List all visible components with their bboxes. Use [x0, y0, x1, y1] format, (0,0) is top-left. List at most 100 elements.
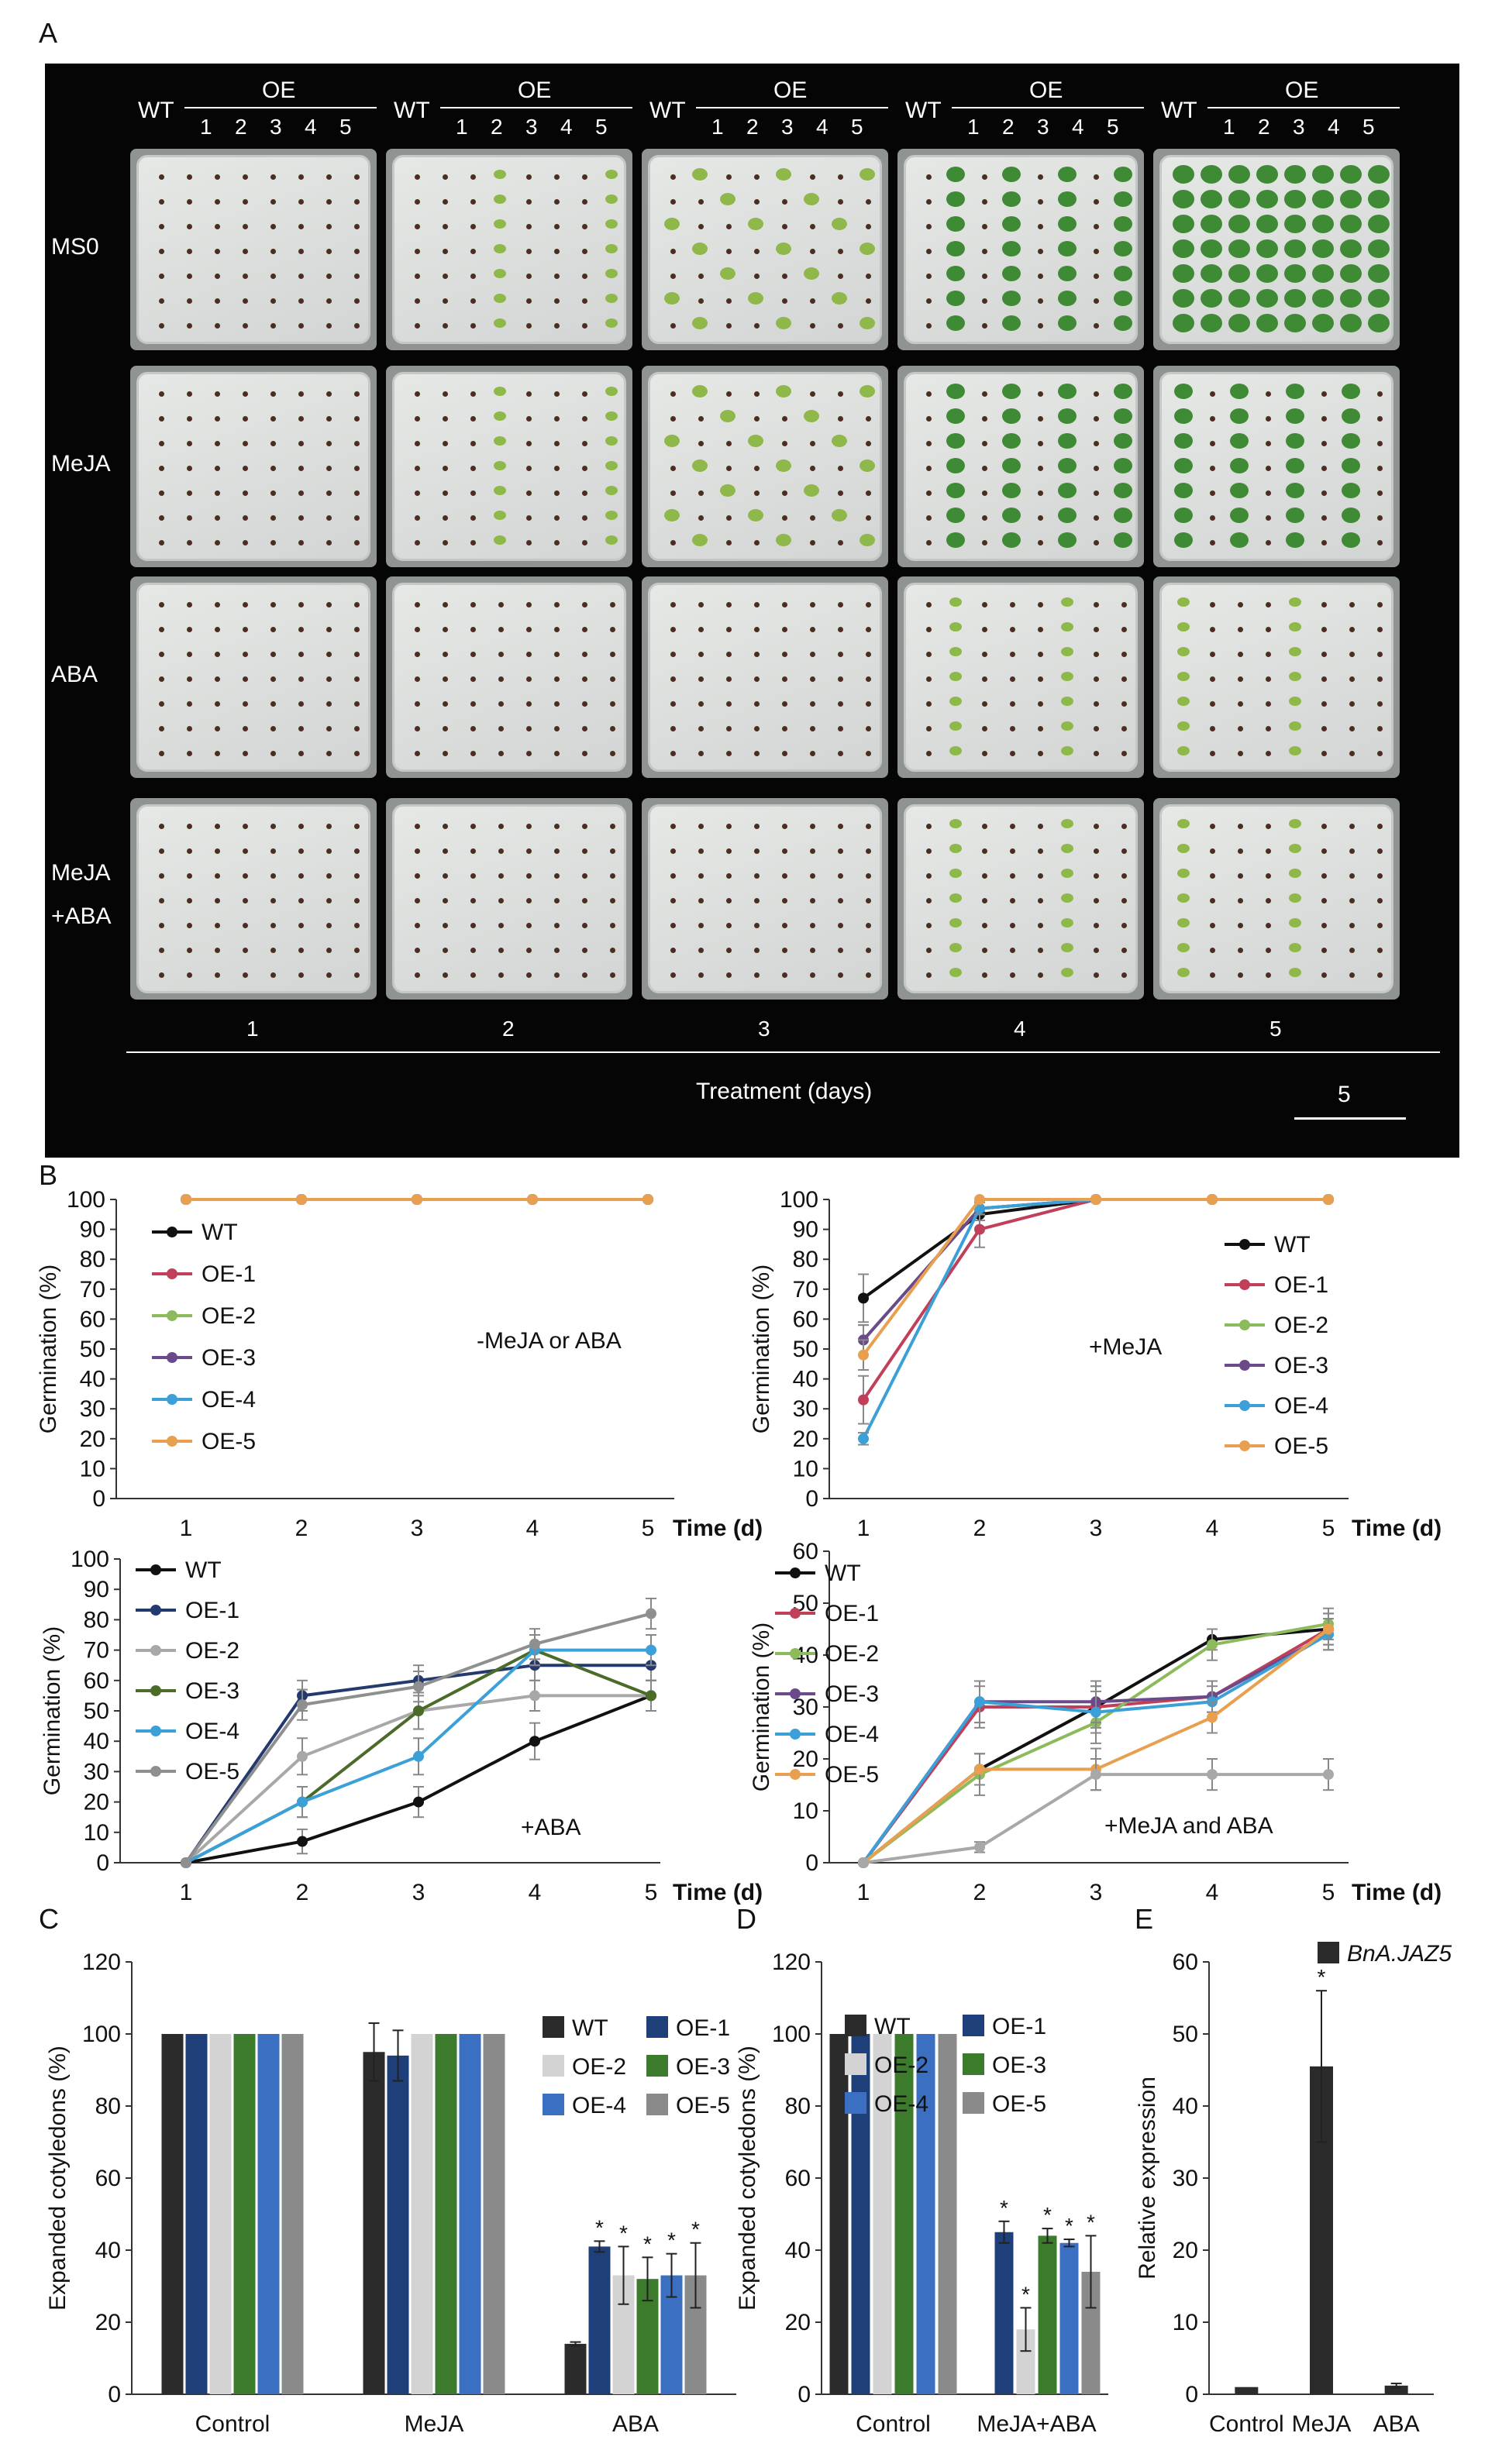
seed	[1266, 972, 1271, 978]
seed	[1121, 602, 1127, 607]
seed	[1377, 676, 1383, 682]
seed	[1010, 898, 1015, 903]
seed	[443, 676, 448, 682]
seed	[782, 751, 787, 756]
seed	[1210, 602, 1215, 607]
seed	[443, 224, 448, 229]
seed	[866, 652, 871, 657]
seed	[243, 224, 248, 229]
bar	[161, 2034, 184, 2394]
seedling	[949, 647, 962, 656]
seed	[1038, 652, 1043, 657]
seed	[1094, 873, 1099, 879]
seed	[243, 824, 248, 829]
x-category-label: ABA	[612, 2411, 659, 2437]
seed	[554, 602, 560, 607]
seed	[243, 627, 248, 632]
seed	[726, 249, 732, 254]
seedling	[1173, 190, 1194, 208]
seedling	[946, 458, 965, 473]
seed	[610, 627, 615, 632]
seed	[554, 676, 560, 682]
seed	[726, 701, 732, 707]
bar	[1038, 2235, 1057, 2394]
seed	[526, 224, 532, 229]
seed	[159, 249, 164, 254]
seed	[270, 298, 276, 304]
seed	[159, 298, 164, 304]
seedling	[946, 483, 965, 498]
header-line-number: 5	[1107, 115, 1119, 139]
seed	[470, 726, 476, 731]
seed	[866, 274, 871, 279]
seed	[187, 540, 192, 545]
seed	[1377, 873, 1383, 879]
seed	[298, 824, 304, 829]
seed	[1094, 652, 1099, 657]
seed	[326, 923, 332, 928]
seed	[526, 249, 532, 254]
seedling	[1002, 433, 1021, 449]
seedling	[664, 292, 680, 305]
seedling	[949, 746, 962, 755]
seedling	[832, 435, 847, 447]
data-point	[974, 1764, 985, 1775]
seed	[498, 627, 504, 632]
seed	[215, 824, 220, 829]
seed	[782, 490, 787, 496]
seed	[187, 948, 192, 953]
y-tick-label: 60	[785, 2166, 811, 2191]
seedling	[1174, 508, 1193, 523]
seedling	[1228, 215, 1250, 233]
bar	[435, 2034, 457, 2394]
seed	[215, 948, 220, 953]
seedling	[1340, 289, 1362, 308]
legend-swatch	[845, 2015, 866, 2036]
seed	[1238, 652, 1243, 657]
data-point	[974, 1223, 985, 1235]
seed	[1094, 224, 1099, 229]
seed	[1266, 701, 1271, 707]
seed	[810, 898, 815, 903]
seedling	[832, 509, 847, 521]
seed	[698, 898, 704, 903]
seed	[1094, 602, 1099, 607]
seed	[810, 540, 815, 545]
seed	[698, 224, 704, 229]
x-tick-label: 4	[1206, 1516, 1219, 1541]
row-label: ABA	[51, 662, 98, 687]
seed	[926, 676, 932, 682]
seed	[782, 726, 787, 731]
seed	[926, 298, 932, 304]
seed	[782, 441, 787, 446]
data-point	[1207, 1194, 1218, 1205]
seedling	[1002, 508, 1021, 523]
seedling	[776, 534, 791, 546]
seed	[215, 274, 220, 279]
x-tick-label: 3	[1090, 1516, 1103, 1541]
seed	[1238, 751, 1243, 756]
seed	[270, 515, 276, 521]
seedling	[605, 219, 618, 229]
seed	[926, 466, 932, 471]
seedling	[1058, 408, 1077, 424]
seed	[670, 466, 676, 471]
seedling	[1256, 264, 1278, 283]
legend-swatch	[1318, 1942, 1339, 1963]
seed	[1094, 249, 1099, 254]
seedling	[1289, 844, 1301, 853]
legend-marker	[790, 1769, 801, 1780]
seed	[526, 174, 532, 180]
seed	[698, 652, 704, 657]
seedling	[1058, 508, 1077, 523]
header-line-number: 5	[595, 115, 608, 139]
legend-label: OE-3	[202, 1345, 256, 1371]
seed	[670, 199, 676, 205]
header-line-number: 3	[781, 115, 794, 139]
seed	[554, 298, 560, 304]
seed	[298, 726, 304, 731]
seed	[1377, 948, 1383, 953]
seed	[670, 972, 676, 978]
day-label: 2	[502, 1017, 515, 1041]
seed	[810, 391, 815, 397]
